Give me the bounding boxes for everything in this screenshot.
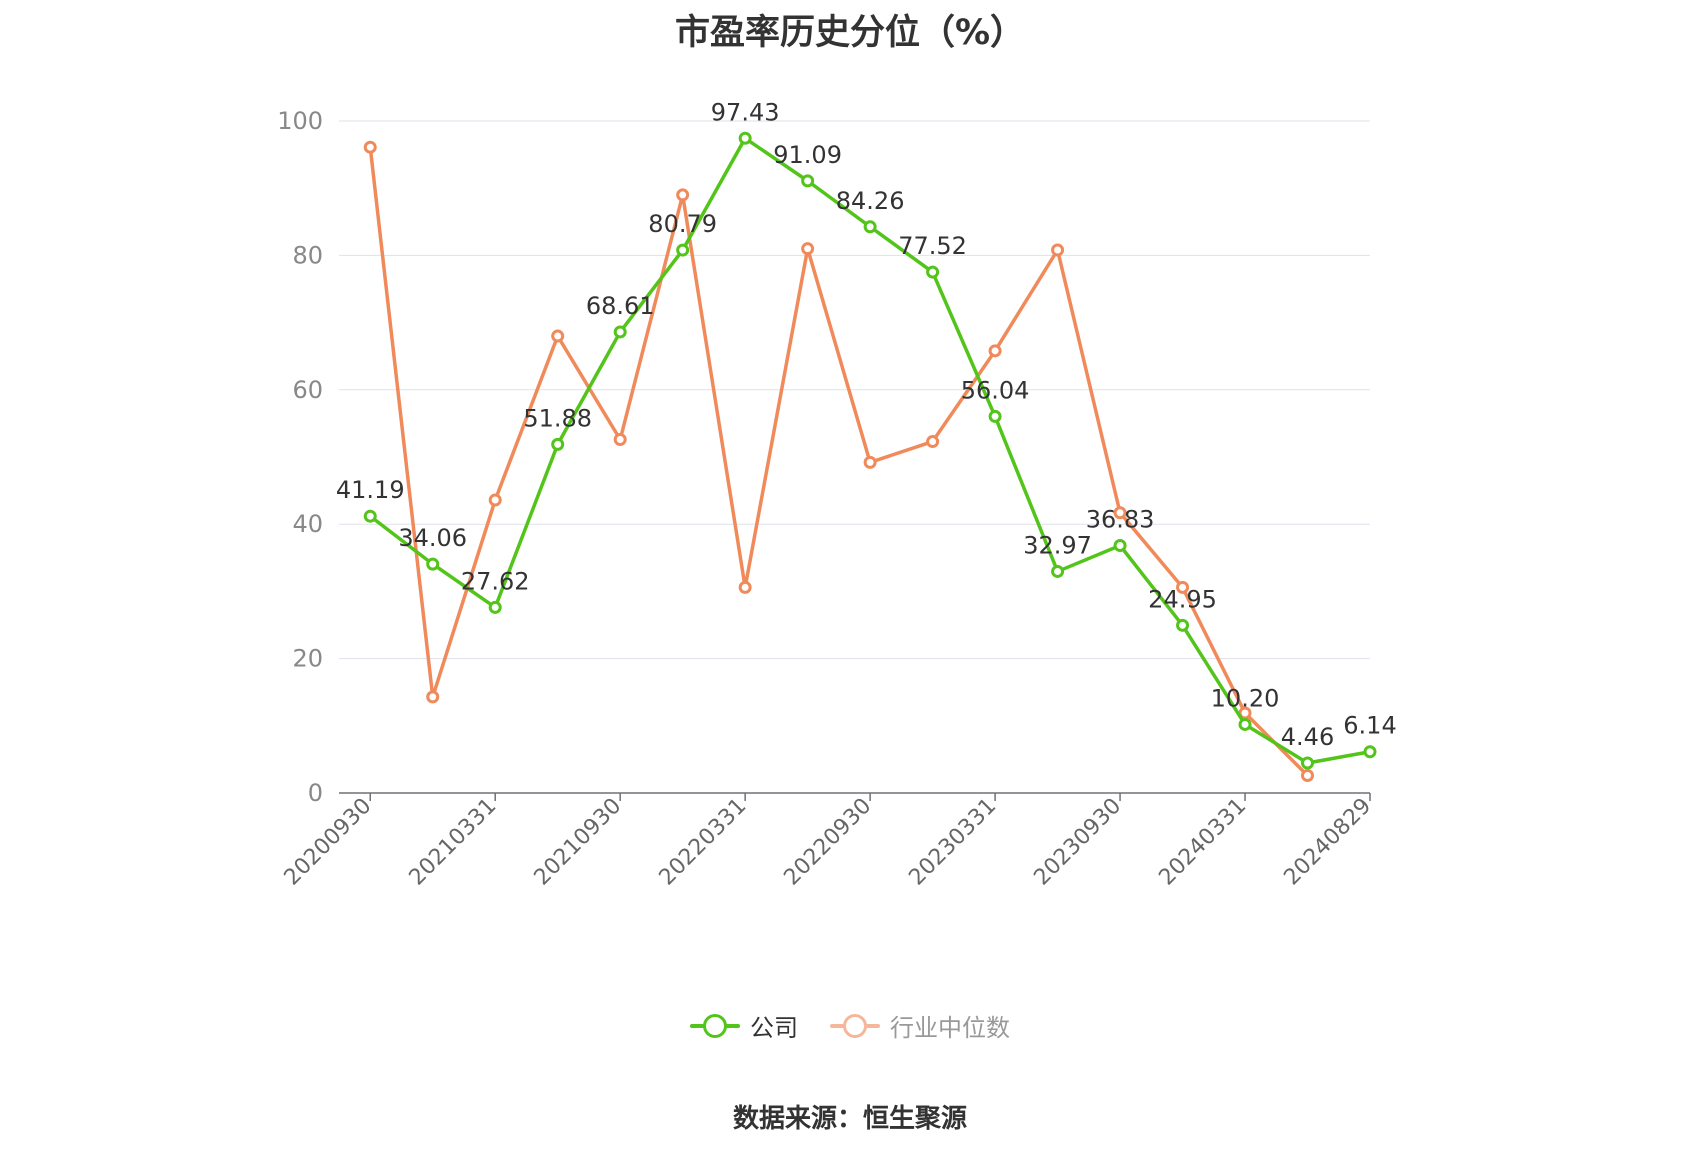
data-point [926,435,940,449]
x-tick-label: 20240829 [1279,794,1376,891]
data-point [613,325,627,339]
legend-item-company[interactable]: 公司 [690,1008,798,1043]
data-label: 27.62 [461,567,530,595]
data-point [1113,539,1127,553]
data-point [1051,243,1065,257]
data-point [1301,769,1315,783]
data-point [426,690,440,704]
data-point [676,188,690,202]
data-point [1176,618,1190,632]
data-point [801,242,815,256]
x-tick-label: 20220930 [780,794,877,891]
data-label: 84.26 [836,187,905,215]
data-point [1238,717,1252,731]
data-point [676,243,690,257]
data-point [738,131,752,145]
y-tick-label: 0 [308,779,323,807]
data-label: 6.14 [1343,712,1396,740]
data-point [426,557,440,571]
data-point [988,409,1002,423]
data-point [988,344,1002,358]
x-tick-label: 20240331 [1154,794,1251,891]
data-point [863,455,877,469]
data-point [926,265,940,279]
data-point [1176,580,1190,594]
data-label: 41.19 [336,476,405,504]
legend-marker-company [690,1013,740,1038]
x-tick-label: 20230331 [904,794,1001,891]
data-point [363,509,377,523]
data-label: 77.52 [898,232,967,260]
data-label: 32.97 [1023,531,1092,559]
data-point [738,580,752,594]
data-source: 数据来源：恒生聚源 [732,1104,967,1134]
data-point [488,600,502,614]
legend-item-industry-median[interactable]: 行业中位数 [830,1008,1010,1043]
data-label: 80.79 [648,210,717,238]
legend-marker-industry-median [830,1013,880,1038]
series-line [368,147,1309,777]
x-tick-label: 20210930 [530,794,627,891]
data-label: 24.95 [1148,585,1217,613]
x-tick-label: 20210331 [405,794,502,891]
y-tick-label: 20 [292,645,323,673]
data-label: 56.04 [961,376,1030,404]
chart-title: 市盈率历史分位（%） [674,13,1026,53]
data-point [551,329,565,343]
x-tick-label: 20200930 [280,794,377,891]
data-label: 51.88 [523,404,592,432]
data-point [613,433,627,447]
y-tick-label: 80 [292,241,323,269]
data-label: 91.09 [773,141,842,169]
y-tick-label: 100 [277,107,323,135]
legend: 公司 行业中位数 [0,1008,1700,1043]
data-point [551,437,565,451]
data-point [863,220,877,234]
data-point [801,174,815,188]
data-label: 34.06 [398,524,467,552]
legend-label-company: 公司 [750,1014,798,1042]
legend-label-industry-median: 行业中位数 [890,1014,1010,1042]
y-tick-label: 40 [292,510,323,538]
data-point [1051,564,1065,578]
data-label: 68.61 [586,292,655,320]
data-point [1301,756,1315,770]
x-tick-label: 20230930 [1029,794,1126,891]
x-tick-label: 20220331 [655,794,752,891]
data-point [488,493,502,507]
data-label: 10.20 [1211,684,1280,712]
line-chart: 0 20 40 60 80 100 20200930 20210331 20210930 2022… [277,98,1397,891]
data-label: 97.43 [711,98,780,126]
data-point [1113,506,1127,520]
data-label: 4.46 [1281,723,1334,751]
y-tick-label: 60 [292,376,323,404]
data-label: 36.83 [1086,506,1155,534]
data-point [1363,745,1377,759]
data-point [363,140,377,154]
